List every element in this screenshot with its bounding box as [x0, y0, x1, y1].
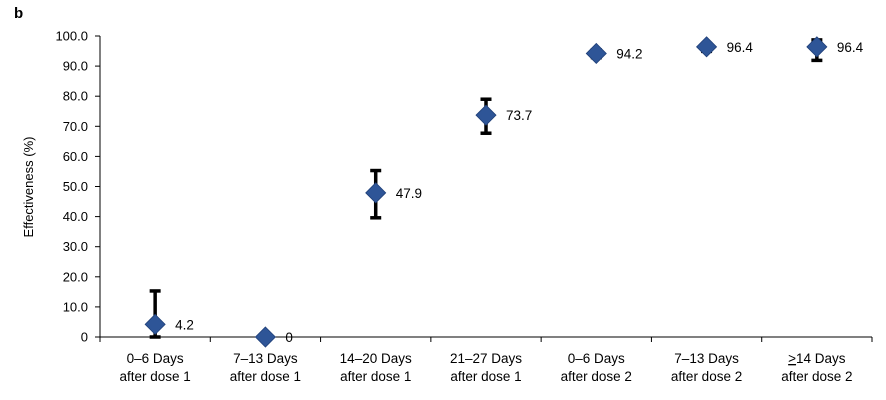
x-category-labels: 0–6 Days after dose 1 7–13 Days after dose …: [119, 351, 852, 384]
data-labels: 4.2 0 47.9 73.7 94.2 96.4 96.4: [175, 40, 863, 345]
data-point-diamond: [696, 36, 718, 58]
data-point-diamond: [806, 36, 828, 58]
y-tick-label: 100.0: [55, 29, 88, 44]
data-label: 73.7: [506, 108, 532, 123]
data-label: 94.2: [616, 46, 642, 61]
data-point-diamond: [365, 182, 387, 204]
x-category-label: 14–20 Days after dose 1: [340, 351, 412, 384]
x-category-label: 0–6 Days after dose 1: [119, 351, 190, 384]
data-points: [144, 36, 828, 348]
y-tick-label: 60.0: [63, 149, 88, 164]
y-tick-labels: 0 10.0 20.0 30.0 40.0 50.0 60.0 70.0 80.0 90.0 100…: [55, 29, 88, 345]
x-category-label: 7–13 Days after dose 2: [671, 351, 742, 384]
data-point-diamond: [585, 42, 607, 65]
x-category-label: 7–13 Days after dose 1: [230, 351, 301, 384]
y-tick-label: 30.0: [63, 239, 88, 254]
axes: [95, 35, 873, 342]
error-bars: [149, 38, 823, 339]
x-category-label: 0–6 Days after dose 2: [561, 351, 632, 384]
panel-label: b: [14, 5, 23, 22]
y-tick-label: 90.0: [63, 59, 88, 74]
x-category-label: 21–27 Days after dose 1: [450, 351, 522, 384]
y-tick-label: 40.0: [63, 209, 88, 224]
y-axis-label: Effectiveness (%): [21, 137, 36, 238]
data-label: 96.4: [837, 40, 864, 55]
x-category-label: >14 Days after dose 2: [781, 351, 852, 384]
data-label: 4.2: [175, 317, 194, 332]
data-point-diamond: [144, 313, 166, 335]
y-tick-label: 0: [81, 330, 88, 345]
y-tick-label: 80.0: [63, 89, 88, 104]
y-tick-label: 20.0: [63, 269, 88, 284]
data-label: 0: [285, 330, 293, 345]
y-tick-label: 70.0: [63, 119, 88, 134]
y-tick-label: 10.0: [63, 299, 88, 314]
data-point-diamond: [475, 104, 497, 126]
data-point-diamond: [254, 326, 276, 348]
data-label: 96.4: [727, 40, 754, 55]
data-label: 47.9: [396, 186, 422, 201]
y-tick-label: 50.0: [63, 179, 88, 194]
